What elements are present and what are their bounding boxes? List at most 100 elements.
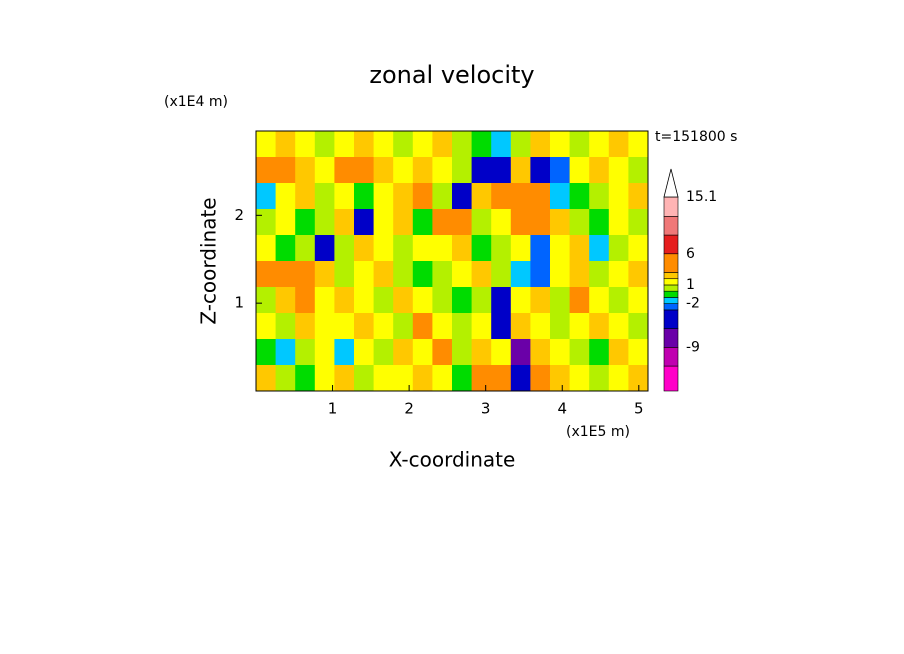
x-unit: (x1E5 m) — [566, 424, 630, 440]
contour-cell — [628, 261, 649, 288]
contour-cell — [589, 287, 610, 314]
contour-cell — [491, 313, 512, 340]
contour-cell — [471, 235, 492, 262]
contour-cell — [628, 287, 649, 314]
contour-cell — [373, 287, 394, 314]
contour-cell — [334, 339, 355, 366]
contour-cell — [314, 157, 335, 184]
contour-cell — [354, 235, 375, 262]
contour-cell — [569, 183, 590, 210]
contour-cell — [628, 365, 649, 392]
contour-cell — [471, 157, 492, 184]
contour-cell — [628, 157, 649, 184]
contour-cell — [256, 209, 277, 236]
colorbar-segment — [663, 278, 679, 286]
contour-cell — [373, 365, 394, 392]
contour-cell — [491, 339, 512, 366]
contour-cell — [608, 209, 629, 236]
contour-cell — [334, 209, 355, 236]
contour-cell — [589, 339, 610, 366]
contour-cell — [530, 209, 551, 236]
contour-cell — [530, 339, 551, 366]
contour-cell — [354, 131, 375, 158]
contour-cell — [530, 235, 551, 262]
contour-cell — [275, 339, 296, 366]
contour-cell — [275, 131, 296, 158]
x-tick-label: 3 — [481, 400, 491, 418]
colorbar-segment — [663, 328, 679, 348]
contour-cell — [530, 313, 551, 340]
contour-cell — [471, 209, 492, 236]
contour-cell — [314, 183, 335, 210]
contour-cell — [569, 157, 590, 184]
contour-cell — [256, 235, 277, 262]
contour-cell — [432, 287, 453, 314]
contour-cell — [334, 157, 355, 184]
contour-cell — [569, 131, 590, 158]
contour-cell — [393, 157, 414, 184]
contour-cell — [314, 209, 335, 236]
contour-cell — [608, 261, 629, 288]
contour-cell — [530, 365, 551, 392]
contour-cell — [412, 131, 433, 158]
contour-cell — [354, 365, 375, 392]
contour-cell — [412, 339, 433, 366]
contour-cell — [491, 235, 512, 262]
colorbar-segment — [663, 253, 679, 273]
contour-cell — [452, 131, 473, 158]
contour-cell — [334, 235, 355, 262]
time-label: t=151800 s — [655, 129, 737, 145]
contour-cell — [569, 313, 590, 340]
contour-cell — [412, 183, 433, 210]
contour-cell — [354, 209, 375, 236]
contour-cell — [256, 157, 277, 184]
contour-cell — [569, 287, 590, 314]
contour-cell — [569, 365, 590, 392]
contour-cell — [412, 261, 433, 288]
contour-cell — [432, 339, 453, 366]
contour-cell — [275, 183, 296, 210]
contour-cell — [373, 131, 394, 158]
contour-cell — [550, 287, 571, 314]
contour-cell — [550, 131, 571, 158]
contour-cell — [314, 131, 335, 158]
contour-cell — [628, 313, 649, 340]
contour-cell — [412, 235, 433, 262]
contour-cell — [354, 261, 375, 288]
contour-cell — [256, 261, 277, 288]
contour-cell — [275, 209, 296, 236]
colorbar-label: 15.1 — [686, 189, 717, 205]
contour-cell — [412, 287, 433, 314]
contour-cell — [589, 235, 610, 262]
contour-cell — [373, 235, 394, 262]
contour-cell — [275, 261, 296, 288]
contour-cell — [256, 313, 277, 340]
contour-cell — [295, 261, 316, 288]
x-tick-label: 4 — [557, 400, 567, 418]
contour-cell — [550, 157, 571, 184]
contour-cell — [393, 209, 414, 236]
chart-title: zonal velocity — [369, 61, 534, 89]
contour-cell — [393, 235, 414, 262]
contour-cell — [608, 131, 629, 158]
contour-cell — [510, 157, 531, 184]
contour-cell — [295, 287, 316, 314]
contour-cell — [510, 209, 531, 236]
contour-cell — [628, 339, 649, 366]
contour-cell — [393, 131, 414, 158]
contour-cell — [491, 261, 512, 288]
contour-cell — [452, 339, 473, 366]
contour-cell — [471, 365, 492, 392]
contour-cell — [334, 365, 355, 392]
contour-cell — [452, 287, 473, 314]
contour-cell — [412, 313, 433, 340]
contour-cell — [314, 261, 335, 288]
contour-cell — [510, 183, 531, 210]
contour-cell — [334, 183, 355, 210]
contour-cell — [491, 287, 512, 314]
contour-cell — [628, 209, 649, 236]
contour-cell — [275, 157, 296, 184]
contour-cell — [432, 183, 453, 210]
contour-cell — [491, 157, 512, 184]
plot-frame — [255, 130, 649, 392]
